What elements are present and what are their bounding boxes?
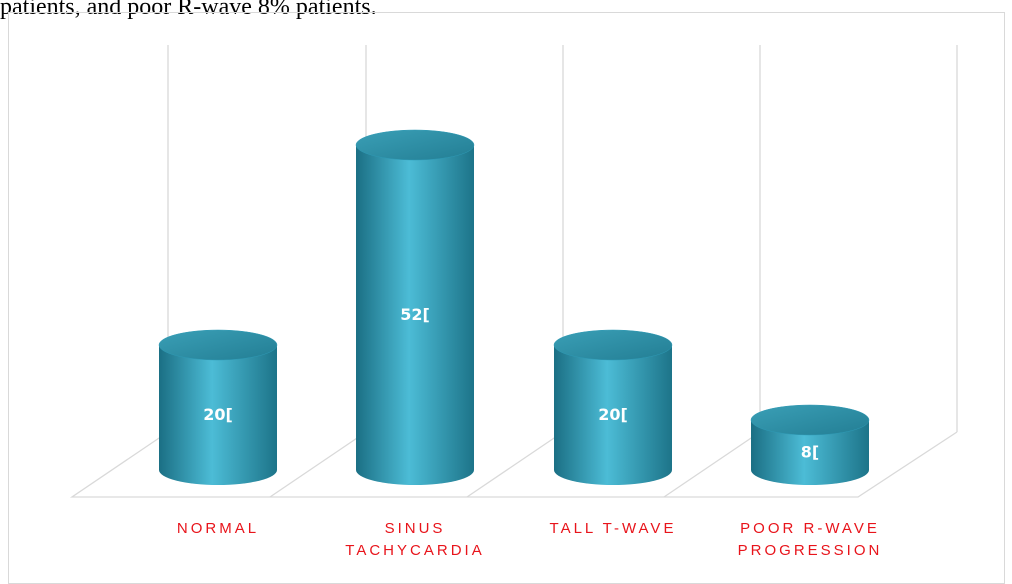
cylinder — [355, 129, 475, 485]
cylinder-body — [751, 420, 869, 485]
cylinder — [553, 329, 673, 485]
value-label: 52[ — [400, 305, 430, 324]
category-label: POOR R-WAVE PROGRESSION — [737, 520, 883, 559]
chart-border — [8, 12, 1005, 584]
cylinder-body — [554, 345, 672, 485]
back-wall — [69, 45, 958, 498]
category-label: TALL T-WAVE — [549, 520, 677, 537]
category-label: SINUS TACHYCARDIA — [345, 520, 485, 559]
cylinder-top — [750, 404, 870, 436]
category-label: NORMAL — [176, 520, 260, 537]
cylinder-body — [356, 145, 474, 485]
value-label: 20[ — [203, 405, 233, 424]
cylinder-top — [355, 129, 475, 161]
cylinder-body — [159, 345, 277, 485]
value-label: 20[ — [598, 405, 628, 424]
cylinder-top — [158, 329, 278, 361]
cylinder-top — [553, 329, 673, 361]
cylinder — [158, 329, 278, 485]
cylinder — [750, 404, 870, 485]
value-label: 8[ — [801, 443, 819, 462]
caption: patients, and poor R-wave 8% patients. — [0, 0, 377, 20]
